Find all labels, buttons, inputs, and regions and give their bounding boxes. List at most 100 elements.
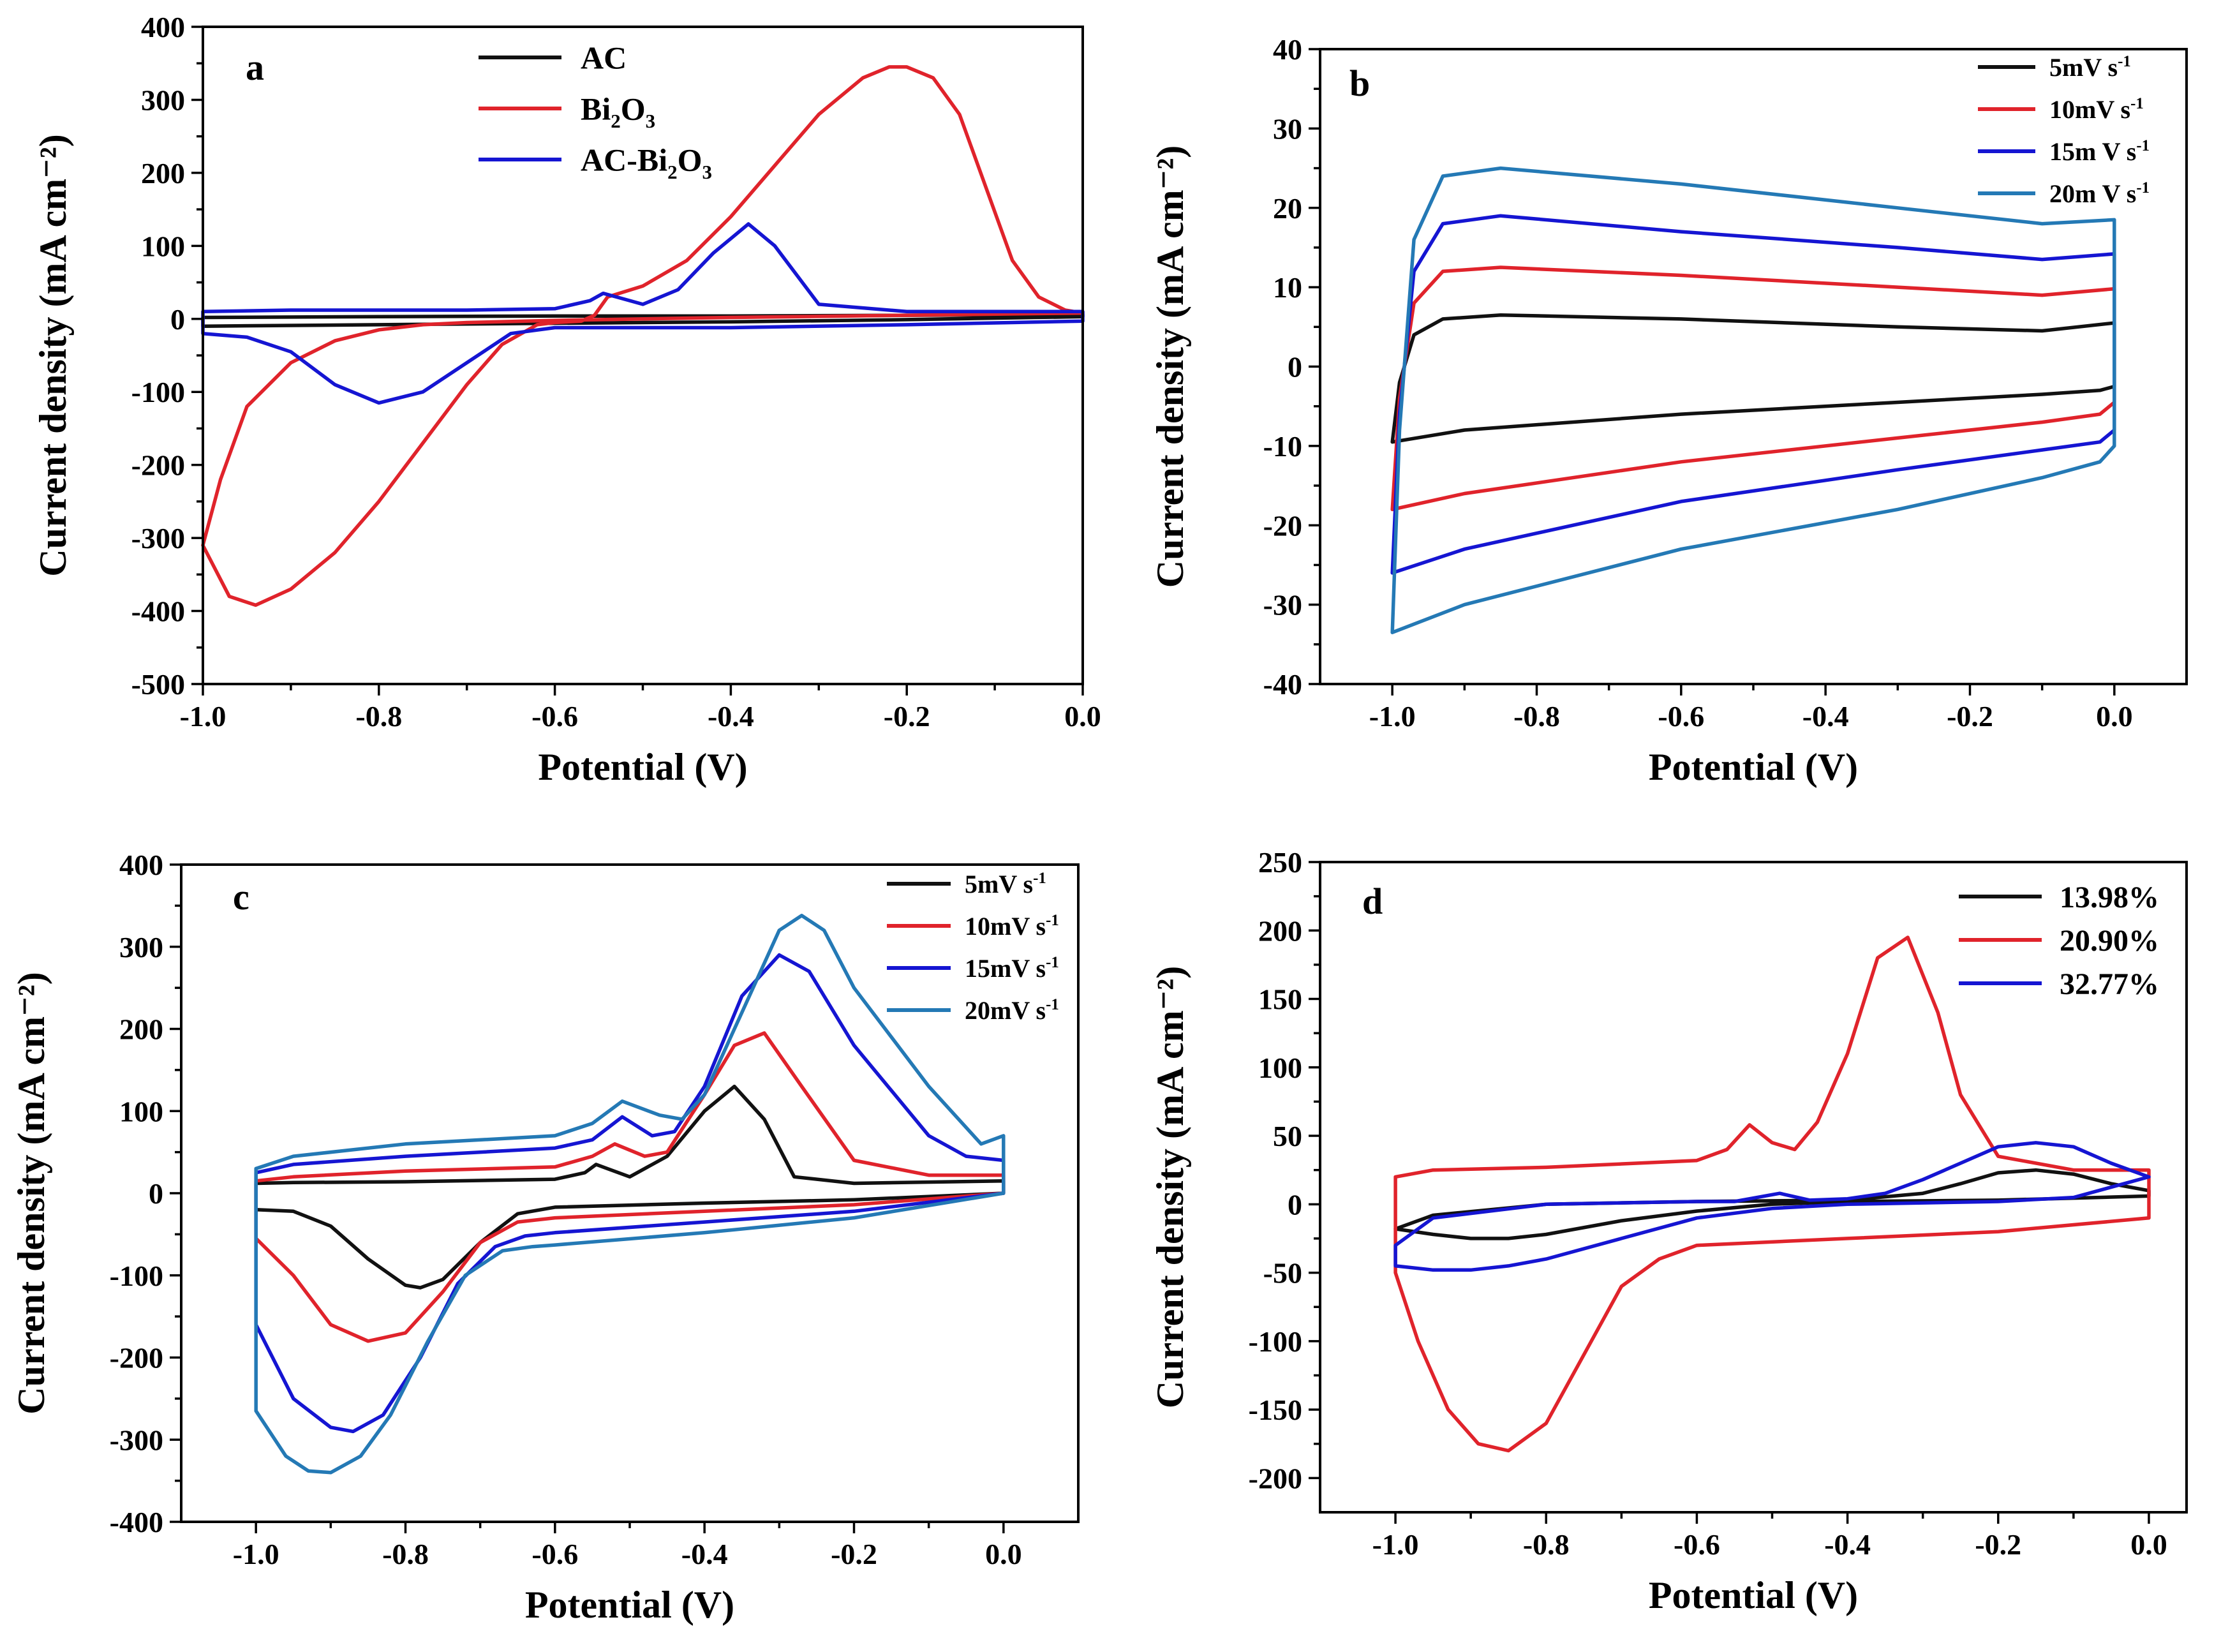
- x-tick-label-d-5: 0.0: [2130, 1528, 2167, 1561]
- y-tick-label-a-6: 100: [141, 230, 185, 262]
- y-tick-label-a-5: 0: [170, 303, 185, 336]
- y-tick-label-c-2: -200: [110, 1342, 163, 1374]
- y-tick-label-b-2: -20: [1263, 509, 1302, 542]
- panel-label-d: d: [1362, 881, 1383, 922]
- y-tick-label-d-8: 200: [1258, 914, 1302, 947]
- x-tick-label-a-2: -0.6: [531, 700, 578, 733]
- legend-label-c-1: 10mV s-1​: [965, 912, 1059, 941]
- y-tick-label-a-2: -300: [131, 522, 185, 554]
- legend-label-d-1: 20.90%: [2060, 924, 2159, 958]
- y-tick-label-d-7: 150: [1258, 983, 1302, 1016]
- series-line-c-1: [254, 1031, 1006, 1343]
- panel-b: -1.0 -0.8 -0.6 -0.4 -0.2 0.0 -40 -30 -20 -10 0 10 20…: [1149, 33, 2188, 788]
- x-axis-title-d: Potential (V): [1649, 1574, 1858, 1616]
- panel-c: -1.0 -0.8 -0.6 -0.4 -0.2 0.0 -400 -300 -200 -100 0…: [10, 849, 1080, 1626]
- y-tick-label-c-1: -300: [110, 1424, 163, 1456]
- x-tick-label-c-5: 0.0: [985, 1538, 1022, 1570]
- y-tick-label-a-7: 200: [141, 157, 185, 190]
- legend-label-d-2: 32.77%: [2060, 967, 2159, 1001]
- x-tick-label-b-2: -0.6: [1658, 700, 1704, 733]
- series-line-d-2: [1393, 1141, 2151, 1272]
- x-tick-label-b-3: -0.4: [1802, 700, 1849, 733]
- legend-label-d-0: 13.98%: [2060, 881, 2159, 914]
- x-tick-label-d-0: -1.0: [1372, 1528, 1419, 1561]
- legend-label-b-3: 20m V s-1​: [2049, 179, 2150, 208]
- y-tick-label-a-4: -100: [131, 376, 185, 408]
- x-tick-label-b-1: -0.8: [1513, 700, 1560, 733]
- y-tick-label-c-8: 400: [119, 849, 163, 881]
- x-tick-label-a-5: 0.0: [1064, 700, 1101, 733]
- y-tick-label-d-5: 50: [1273, 1120, 1302, 1152]
- y-tick-label-c-6: 200: [119, 1013, 163, 1046]
- x-tick-label-c-2: -0.6: [531, 1538, 578, 1570]
- legend-label-c-3: 20mV s-1​: [965, 996, 1059, 1025]
- x-tick-label-a-4: -0.2: [884, 700, 930, 733]
- x-axis-title-b: Potential (V): [1649, 746, 1858, 788]
- x-tick-label-a-0: -1.0: [180, 700, 227, 733]
- legend-label-c-0: 5mV s-1​: [965, 870, 1046, 898]
- y-tick-label-b-3: -10: [1263, 430, 1302, 463]
- y-tick-label-b-6: 20: [1273, 192, 1302, 225]
- x-tick-label-c-0: -1.0: [233, 1538, 279, 1570]
- x-tick-label-b-5: 0.0: [2096, 700, 2133, 733]
- x-tick-label-d-1: -0.8: [1523, 1528, 1570, 1561]
- y-tick-label-a-8: 300: [141, 84, 185, 116]
- panel-label-c: c: [233, 876, 249, 918]
- panel-label-a: a: [246, 47, 264, 88]
- y-tick-label-b-5: 10: [1273, 271, 1302, 304]
- x-tick-label-a-1: -0.8: [355, 700, 402, 733]
- y-axis-title-b: Current density (mA cm⁻²): [1149, 145, 1191, 588]
- series-line-a-2: [201, 222, 1085, 405]
- legend-label-a-1: Bi2​O3​: [581, 91, 655, 133]
- y-tick-label-b-4: 0: [1288, 351, 1302, 383]
- y-tick-label-a-3: -200: [131, 449, 185, 482]
- legend-label-b-1: 10mV s-1​: [2049, 95, 2144, 124]
- series-line-b-3: [1390, 166, 2116, 634]
- legend-label-b-0: 5mV s-1​: [2049, 53, 2131, 82]
- legend-label-c-2: 15mV s-1​: [965, 954, 1059, 983]
- y-tick-label-a-9: 400: [141, 11, 185, 43]
- y-tick-label-c-4: 0: [149, 1177, 163, 1210]
- y-axis-title-a: Current density (mA cm⁻²): [32, 134, 74, 576]
- series-line-b-1: [1390, 265, 2116, 512]
- series-line-c-3: [254, 914, 1006, 1475]
- y-tick-label-d-6: 100: [1258, 1052, 1302, 1084]
- y-axis-title-c: Current density (mA cm⁻²): [10, 972, 52, 1414]
- plot-frame-c: [180, 863, 1080, 1523]
- y-tick-label-d-2: -100: [1249, 1325, 1302, 1358]
- y-tick-label-c-5: 100: [119, 1095, 163, 1127]
- x-tick-label-d-4: -0.2: [1975, 1528, 2021, 1561]
- x-axis-title-c: Potential (V): [525, 1584, 734, 1626]
- x-axis-title-a: Potential (V): [538, 746, 747, 788]
- legend-label-a-0: AC: [581, 40, 627, 76]
- panel-a: -1.0 -0.8 -0.6 -0.4 -0.2 0.0 -500 -400 -300 -200 -…: [32, 11, 1101, 788]
- x-tick-label-b-0: -1.0: [1369, 700, 1416, 733]
- y-axis-title-d: Current density (mA cm⁻²): [1149, 966, 1191, 1408]
- x-tick-label-d-3: -0.4: [1824, 1528, 1871, 1561]
- y-tick-label-c-7: 300: [119, 931, 163, 964]
- y-tick-label-b-0: -40: [1263, 668, 1302, 701]
- x-tick-label-c-1: -0.8: [382, 1538, 429, 1570]
- y-tick-label-a-1: -400: [131, 595, 185, 628]
- series-line-a-1: [201, 65, 1085, 607]
- x-tick-label-c-3: -0.4: [681, 1538, 728, 1570]
- legend-label-a-2: AC-Bi2​O3​: [581, 142, 712, 184]
- series-line-b-0: [1390, 313, 2116, 444]
- y-tick-label-d-9: 250: [1258, 846, 1302, 879]
- y-tick-label-b-7: 30: [1273, 112, 1302, 145]
- y-tick-label-b-1: -30: [1263, 589, 1302, 621]
- y-tick-label-a-0: -500: [131, 668, 185, 701]
- y-tick-label-d-3: -50: [1263, 1257, 1302, 1290]
- y-tick-label-d-4: 0: [1288, 1188, 1302, 1221]
- series-line-c-0: [254, 1084, 1006, 1290]
- series-line-d-1: [1393, 935, 2151, 1453]
- y-tick-label-d-0: -200: [1249, 1462, 1302, 1494]
- y-tick-label-b-8: 40: [1273, 33, 1302, 66]
- y-tick-label-c-0: -400: [110, 1506, 163, 1538]
- x-tick-label-b-4: -0.2: [1947, 700, 1993, 733]
- panel-label-b: b: [1349, 63, 1370, 104]
- y-tick-label-c-3: -100: [110, 1260, 163, 1292]
- x-tick-label-c-4: -0.2: [831, 1538, 877, 1570]
- legend-label-b-2: 15m V s-1​: [2049, 137, 2150, 166]
